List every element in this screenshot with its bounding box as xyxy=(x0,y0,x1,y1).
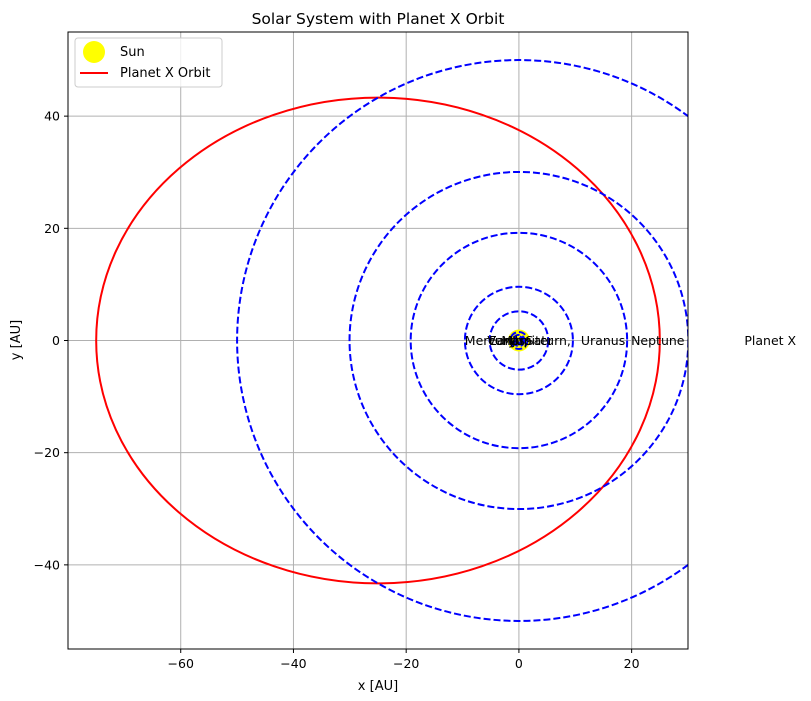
planet-label: Planet X xyxy=(744,333,796,348)
legend-sun-label: Sun xyxy=(120,45,145,60)
x-axis: −60 −40 −20 0 20 xyxy=(168,649,640,671)
planet-orbit xyxy=(463,285,574,396)
planet-orbit xyxy=(512,333,526,348)
legend-orbit-label: Planet X Orbit xyxy=(120,66,210,81)
x-axis-label: x [AU] xyxy=(358,679,398,694)
y-axis-label: y [AU] xyxy=(9,320,24,360)
planet-orbit xyxy=(236,59,688,622)
grid xyxy=(68,32,688,649)
legend: Sun Planet X Orbit xyxy=(74,37,223,88)
planet-label: Saturn, xyxy=(526,333,571,348)
planet-orbit xyxy=(348,170,688,511)
y-tick-label: 40 xyxy=(44,109,60,124)
x-tick-label: 0 xyxy=(515,656,523,671)
x-tick-label: −60 xyxy=(168,656,194,671)
planet-label: Uranus xyxy=(581,333,625,348)
planet-label: Neptune xyxy=(631,333,685,348)
orbits xyxy=(95,59,688,622)
chart-title: Solar System with Planet X Orbit xyxy=(252,10,505,28)
planet-label: Venus xyxy=(487,333,525,348)
legend-sun-marker xyxy=(83,41,105,63)
y-axis: −40 −20 0 20 40 xyxy=(34,109,68,572)
planet-label: Mars xyxy=(501,333,531,348)
planet-orbit xyxy=(409,231,629,450)
planet-orbit xyxy=(513,335,524,346)
legend-box xyxy=(74,37,223,88)
x-tick-label: −40 xyxy=(280,656,306,671)
planet-label: Earth xyxy=(489,333,523,348)
x-tick-label: −20 xyxy=(393,656,419,671)
planet-orbit xyxy=(488,310,550,371)
y-tick-label: −40 xyxy=(34,557,60,572)
y-tick-label: 0 xyxy=(52,333,60,348)
planet-orbit xyxy=(509,330,529,351)
x-tick-label: 20 xyxy=(624,656,640,671)
y-tick-label: 20 xyxy=(44,221,60,236)
planet-label: Jupiter xyxy=(511,333,554,348)
planet-orbit xyxy=(515,337,523,344)
y-tick-label: −20 xyxy=(34,445,60,460)
planet-label: Mercury xyxy=(465,333,516,348)
